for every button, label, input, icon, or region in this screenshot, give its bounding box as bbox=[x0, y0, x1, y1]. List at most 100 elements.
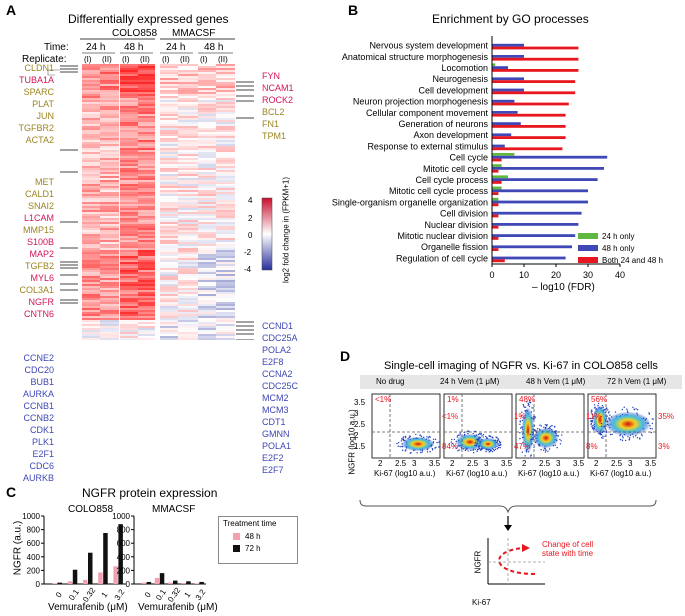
heatmap-cell bbox=[138, 166, 155, 168]
heatmap-cell bbox=[216, 208, 235, 210]
heatmap-cell bbox=[178, 194, 198, 196]
heatmap-cell bbox=[216, 308, 235, 310]
scatter-point bbox=[459, 434, 461, 436]
heatmap-cell bbox=[82, 156, 100, 158]
gene-label-left: PLK1 bbox=[31, 437, 54, 447]
heatmap-cell bbox=[120, 148, 138, 150]
heatmap-cell bbox=[120, 84, 138, 86]
gene-label-left: S100B bbox=[26, 237, 54, 247]
heatmap-cell bbox=[82, 126, 100, 128]
heatmap-cell bbox=[216, 250, 235, 252]
heatmap-cell bbox=[82, 304, 100, 306]
heatmap-cell bbox=[120, 266, 138, 268]
heatmap-cell bbox=[100, 270, 119, 272]
scatter-point bbox=[632, 436, 635, 438]
scatter-xtick: 2 bbox=[594, 459, 599, 468]
heatmap-cell bbox=[178, 298, 198, 300]
scatter-point bbox=[519, 423, 521, 426]
heatmap-cell bbox=[120, 262, 138, 264]
scatter-point bbox=[419, 434, 421, 436]
scatter-point bbox=[498, 444, 501, 447]
heatmap-cell bbox=[198, 192, 216, 194]
heatmap-cell bbox=[216, 266, 235, 268]
heatmap-cell bbox=[216, 336, 235, 338]
heatmap-cell bbox=[82, 192, 100, 194]
heatmap-cell bbox=[198, 320, 216, 322]
scatter-point bbox=[619, 435, 621, 437]
heatmap-cell bbox=[178, 296, 198, 298]
scatter-point bbox=[415, 433, 417, 436]
go-bar bbox=[492, 158, 502, 162]
heatmap-cell bbox=[178, 312, 198, 314]
heatmap-cell bbox=[120, 188, 138, 190]
cbar-tick-4: -2 bbox=[244, 248, 252, 257]
heatmap-cell bbox=[216, 224, 235, 226]
scatter-point bbox=[539, 424, 541, 426]
heatmap-cell bbox=[216, 316, 235, 318]
scatter-point bbox=[648, 413, 651, 415]
heatmap-cell bbox=[120, 268, 138, 270]
heatmap-cell bbox=[216, 144, 235, 146]
heatmap-cell bbox=[82, 220, 100, 222]
panel-d-title: Single-cell imaging of NGFR vs. Ki-67 in… bbox=[384, 360, 658, 372]
heatmap-cell bbox=[198, 328, 216, 330]
heatmap-cell bbox=[120, 256, 138, 258]
heatmap-cell bbox=[138, 74, 155, 76]
heatmap-cell bbox=[178, 82, 198, 84]
heatmap-cell bbox=[178, 86, 198, 88]
go-category-label: Regulation of cell cycle bbox=[396, 253, 488, 263]
heatmap-cell bbox=[138, 142, 155, 144]
heatmap-cell bbox=[198, 134, 216, 136]
heatmap-cell bbox=[198, 300, 216, 302]
heatmap-cell bbox=[198, 112, 216, 114]
go-bar bbox=[492, 99, 515, 103]
heatmap-cell bbox=[120, 242, 138, 244]
heatmap-cell bbox=[100, 274, 119, 276]
heatmap-cell bbox=[120, 66, 138, 68]
go-bar bbox=[492, 192, 499, 195]
heatmap-cell bbox=[82, 164, 100, 166]
heatmap-cell bbox=[138, 336, 155, 338]
heatmap-cell bbox=[138, 232, 155, 234]
quadrant-top-left: 48% bbox=[519, 395, 536, 404]
ngfr-bar bbox=[103, 533, 108, 584]
heatmap-cell bbox=[120, 298, 138, 300]
heatmap-cell bbox=[198, 236, 216, 238]
scatter-point bbox=[597, 404, 599, 407]
heatmap-cell bbox=[120, 296, 138, 298]
heatmap-cell bbox=[160, 288, 178, 290]
heatmap-cell bbox=[82, 326, 100, 328]
heatmap-cell bbox=[216, 164, 235, 166]
heatmap-cell bbox=[178, 140, 198, 142]
heatmap-cell bbox=[100, 190, 119, 192]
go-bar bbox=[492, 167, 604, 170]
heatmap-cell bbox=[216, 170, 235, 172]
go-category-label: Cell cycle bbox=[449, 153, 488, 163]
heatmap-cell bbox=[120, 276, 138, 278]
go-bar bbox=[492, 46, 579, 50]
heatmap-cell bbox=[138, 220, 155, 222]
heatmap-cell bbox=[138, 294, 155, 296]
heatmap-cell bbox=[138, 254, 155, 256]
schematic-arrowhead bbox=[522, 544, 530, 552]
scatter-ytick: 2 bbox=[354, 431, 359, 440]
heatmap-cell bbox=[216, 120, 235, 122]
heatmap-cell bbox=[178, 94, 198, 96]
heatmap-cell bbox=[138, 120, 155, 122]
scatter-point bbox=[605, 407, 608, 409]
heatmap-cell bbox=[198, 286, 216, 288]
heatmap-cell bbox=[216, 108, 235, 110]
scatter-point bbox=[519, 420, 521, 422]
heatmap-cell bbox=[138, 312, 155, 314]
heatmap-cell bbox=[216, 200, 235, 202]
heatmap-cell bbox=[178, 226, 198, 228]
heatmap-cell bbox=[160, 242, 178, 244]
heatmap-cell bbox=[216, 244, 235, 246]
heatmap-cell bbox=[82, 322, 100, 324]
rep-3: (I) bbox=[122, 55, 130, 64]
go-bar bbox=[492, 259, 505, 263]
heatmap-cell bbox=[178, 154, 198, 156]
heatmap-cell bbox=[120, 332, 138, 334]
heatmap-cell bbox=[100, 256, 119, 258]
heatmap-cell bbox=[178, 74, 198, 76]
